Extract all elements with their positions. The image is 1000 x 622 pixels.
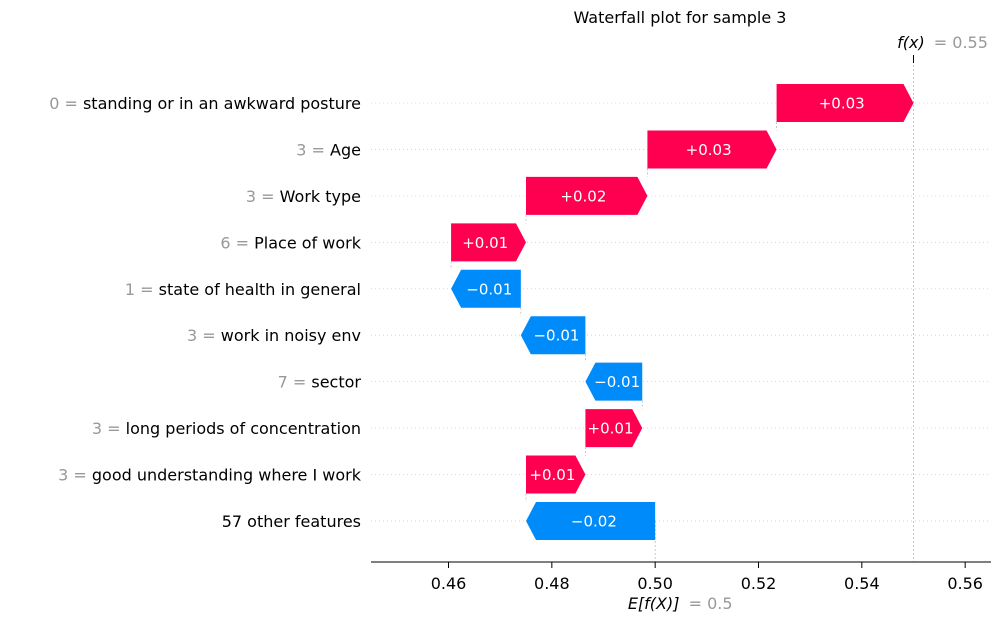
- feature-value: 3 =: [246, 187, 280, 206]
- base-value: = 0.5: [689, 594, 733, 613]
- waterfall-row: +0.03 3 = Age: [296, 122, 991, 169]
- waterfall-row: +0.02 3 = Work type: [246, 168, 991, 215]
- feature-name: standing or in an awkward posture: [83, 94, 361, 113]
- feature-name: sector: [311, 373, 361, 392]
- waterfall-row: +0.01 6 = Place of work: [220, 214, 991, 262]
- waterfall-row: +0.03 0 = standing or in an awkward postu…: [49, 84, 991, 122]
- x-tick-label: 0.46: [431, 574, 467, 593]
- base-annotation: E[f(X)] = 0.5: [628, 594, 733, 613]
- feature-name: Work type: [280, 187, 361, 206]
- feature-name: 57 other features: [222, 512, 361, 531]
- x-tick-label: 0.50: [637, 574, 673, 593]
- bar-value-label: −0.02: [571, 512, 617, 530]
- feature-value: 6 =: [220, 233, 254, 252]
- feature-label: 3 = Work type: [246, 187, 361, 206]
- feature-label: 6 = Place of work: [220, 233, 361, 252]
- positive-contribution-bar: [647, 130, 777, 169]
- fx-annotation: f(x) = 0.55: [897, 33, 988, 52]
- waterfall-row: +0.01 3 = good understanding where I work: [58, 447, 991, 494]
- waterfall-row: −0.01 3 = work in noisy env: [187, 307, 991, 355]
- feature-label: 7 = sector: [278, 373, 362, 392]
- feature-value: 1 =: [125, 280, 159, 299]
- feature-value: 3 =: [92, 419, 126, 438]
- waterfall-row: −0.01 7 = sector: [278, 354, 991, 401]
- x-tick-label: 0.54: [844, 574, 880, 593]
- feature-value: 3 =: [58, 466, 92, 485]
- feature-name: work in noisy env: [221, 326, 361, 345]
- feature-value: 7 =: [278, 373, 312, 392]
- bar-value-label: +0.01: [529, 466, 575, 484]
- positive-contribution-bar: [526, 176, 648, 215]
- feature-name: long periods of concentration: [126, 419, 361, 438]
- bar-value-label: +0.01: [588, 420, 634, 438]
- positive-contribution-bar: [451, 223, 526, 262]
- waterfall-row: +0.01 3 = long periods of concentration: [92, 400, 991, 448]
- positive-contribution-bar: [526, 455, 586, 494]
- feature-name: Place of work: [254, 233, 362, 252]
- waterfall-row: −0.01 1 = state of health in general: [125, 261, 991, 308]
- feature-label: 57 other features: [222, 512, 361, 531]
- feature-label: 0 = standing or in an awkward posture: [49, 94, 361, 113]
- positive-contribution-bar: [776, 84, 914, 122]
- chart-title: Waterfall plot for sample 3: [574, 8, 787, 27]
- negative-contribution-bar: [520, 316, 586, 355]
- bar-value-label: +0.03: [819, 95, 865, 113]
- bar-value-label: −0.01: [533, 327, 579, 345]
- feature-name: Age: [330, 140, 361, 159]
- negative-contribution-bar: [585, 362, 643, 401]
- feature-value: 0 =: [49, 94, 83, 113]
- feature-name: good understanding where I work: [92, 466, 362, 485]
- feature-label: 3 = long periods of concentration: [92, 419, 361, 438]
- fx-label: f(x): [897, 33, 925, 52]
- x-tick-label: 0.52: [741, 574, 777, 593]
- x-tick-label: 0.48: [534, 574, 570, 593]
- negative-contribution-bar: [451, 269, 521, 308]
- feature-label: 1 = state of health in general: [125, 280, 361, 299]
- feature-value: 3 =: [296, 140, 330, 159]
- feature-name: state of health in general: [159, 280, 361, 299]
- bar-value-label: −0.01: [466, 280, 512, 298]
- positive-contribution-bar: [585, 409, 643, 448]
- bar-value-label: +0.03: [686, 141, 732, 159]
- x-tick-label: 0.56: [947, 574, 983, 593]
- bar-value-label: +0.02: [560, 187, 606, 205]
- bar-value-label: −0.01: [594, 373, 640, 391]
- bar-value-label: +0.01: [462, 234, 508, 252]
- feature-label: 3 = Age: [296, 140, 361, 159]
- feature-label: 3 = work in noisy env: [187, 326, 361, 345]
- base-label: E[f(X)]: [628, 594, 680, 613]
- waterfall-row: −0.02 57 other features: [222, 493, 991, 540]
- feature-value: 3 =: [187, 326, 221, 345]
- negative-contribution-bar: [526, 501, 656, 540]
- feature-label: 3 = good understanding where I work: [58, 466, 362, 485]
- fx-value: = 0.55: [934, 33, 988, 52]
